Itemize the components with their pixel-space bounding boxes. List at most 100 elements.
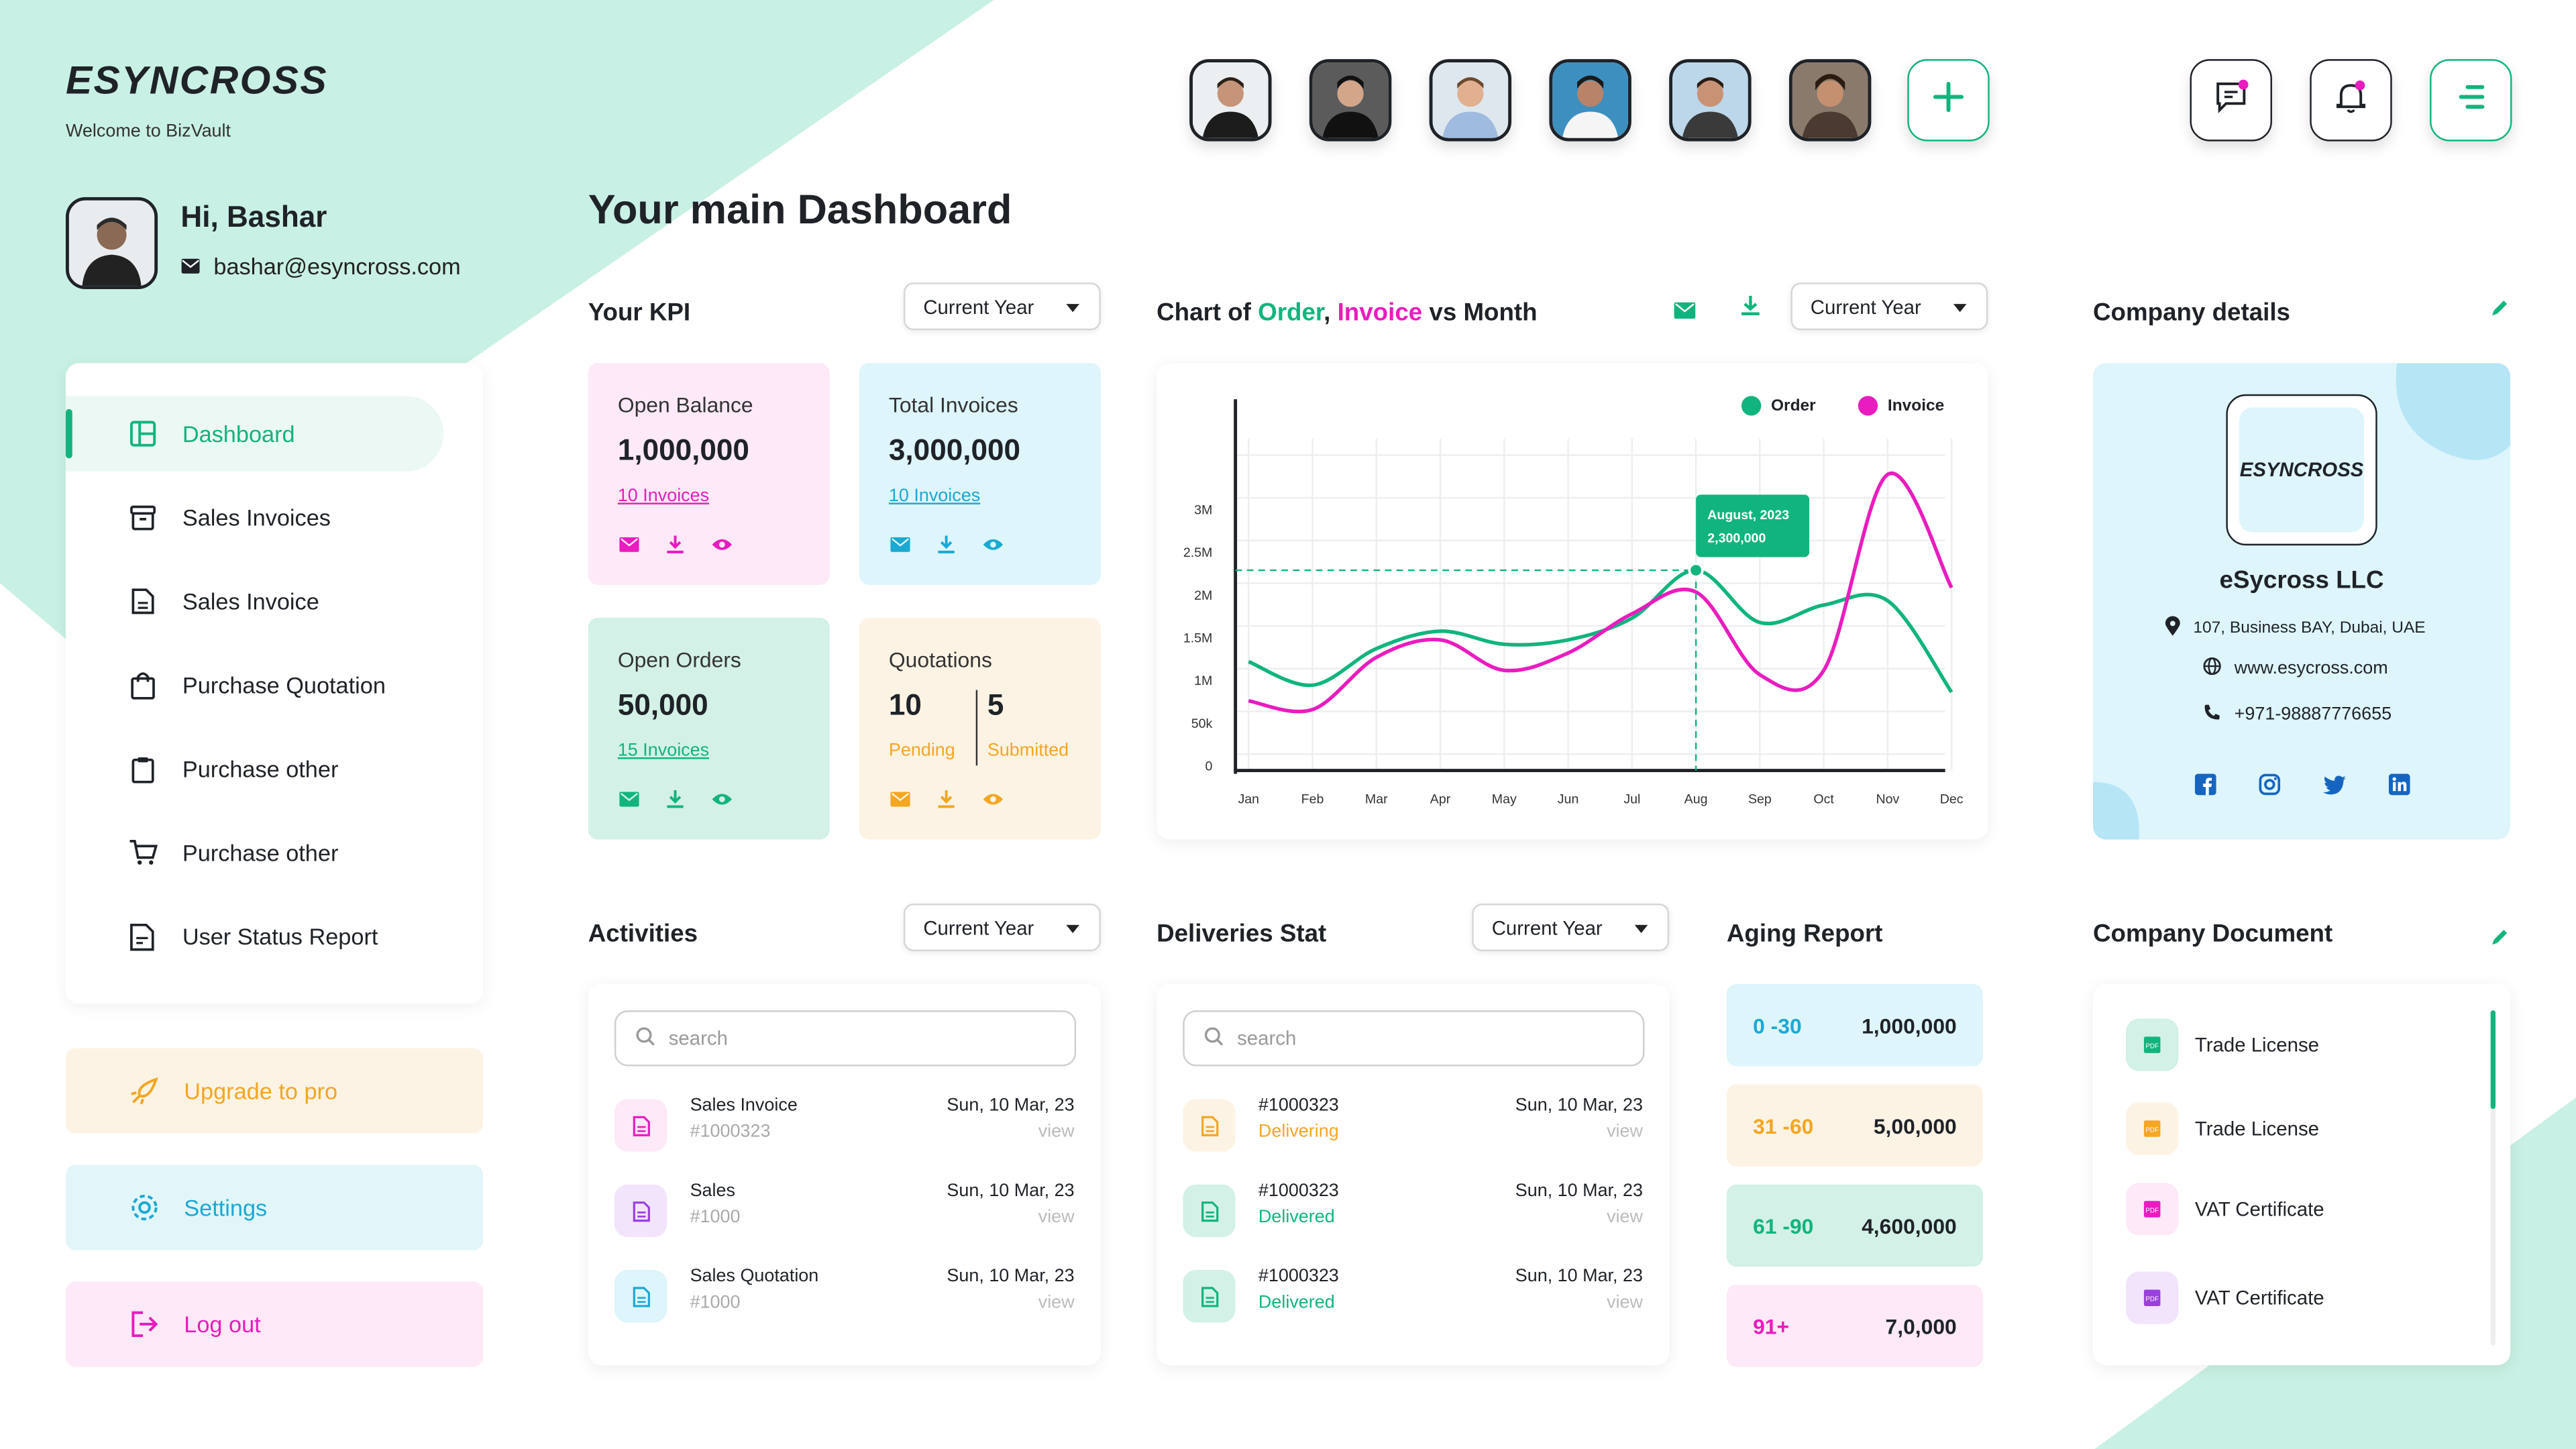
company-website-row[interactable]: www.esycross.com [2203,657,2388,680]
team-avatar[interactable] [1309,59,1392,142]
activities-search-input[interactable]: search [614,1010,1077,1067]
aging-row[interactable]: 0 -30 1,000,000 [1726,983,1983,1067]
social-links [2194,773,2410,803]
facebook-icon[interactable] [2194,773,2216,803]
view-link[interactable]: view [1607,1208,1643,1228]
deliveries-search-input[interactable]: search [1183,1010,1645,1067]
view-link[interactable]: view [1607,1122,1643,1142]
caret-down-icon [1066,924,1079,934]
view-link[interactable]: view [1038,1208,1075,1228]
mail-icon[interactable] [618,534,641,553]
deliveries-title: Deliveries Stat [1157,920,1327,949]
pdf-icon: PDF [2126,1183,2179,1236]
sidebar-item-purchase-other-2[interactable]: Purchase other [66,815,483,891]
download-icon[interactable] [934,789,957,808]
kpi-label: Open Balance [617,392,753,418]
team-avatar[interactable] [1429,59,1512,142]
rocket-icon [128,1075,161,1108]
aging-row[interactable]: 91+ 7,0,000 [1726,1285,1983,1367]
svg-text:PDF: PDF [2145,1296,2159,1303]
list-item[interactable]: Sales Quotation #1000 Sun, 10 Mar, 23 vi… [614,1263,1075,1329]
logout-button[interactable]: Log out [65,1281,484,1367]
mail-icon[interactable] [889,534,912,553]
eye-icon[interactable] [981,789,1004,808]
eye-icon[interactable] [710,789,733,808]
view-link[interactable]: view [1038,1122,1075,1142]
user-greeting: Hi, Bashar [180,200,327,233]
edit-icon[interactable] [2491,925,2509,955]
company-name: eSycross LLC [2219,566,2384,595]
sidebar-item-sales-invoices[interactable]: Sales Invoices [66,480,483,555]
search-placeholder: search [1237,1026,1297,1050]
legend-label: Order [1771,396,1816,415]
team-avatar[interactable] [1788,59,1872,142]
delivery-date: Sun, 10 Mar, 23 [1515,1095,1643,1116]
chart-title-prefix: Chart of [1157,299,1258,327]
aging-row[interactable]: 61 -90 4,600,000 [1726,1184,1983,1267]
legend-marker [1741,396,1762,416]
menu-icon [2455,81,2487,119]
y-tick-label: 50k [1191,716,1213,731]
company-phone: +971-98887776655 [2234,704,2392,725]
view-link[interactable]: view [1038,1293,1075,1313]
download-icon[interactable] [663,789,686,808]
sidebar-item-dashboard[interactable]: Dashboard [65,396,444,472]
sidebar-item-purchase-quotation[interactable]: Purchase Quotation [66,647,483,723]
download-icon[interactable] [1741,294,1760,323]
list-item[interactable]: Sales #1000 Sun, 10 Mar, 23 view [614,1178,1075,1244]
mail-icon[interactable] [889,789,912,808]
sidebar-item-purchase-other[interactable]: Purchase other [66,731,483,807]
kpi-filter-dropdown[interactable]: Current Year [903,282,1101,331]
kpi-invoices-link[interactable]: 10 Invoices [888,486,981,506]
document-item[interactable]: PDF Trade License [2126,1101,2319,1157]
view-link[interactable]: view [1607,1293,1643,1313]
sidebar-item-sales-invoice[interactable]: Sales Invoice [66,564,483,639]
team-avatar[interactable] [1669,59,1752,142]
team-avatar[interactable] [1549,59,1631,142]
deliveries-filter-dropdown[interactable]: Current Year [1472,903,1670,951]
messages-button[interactable] [2190,59,2272,142]
document-item[interactable]: PDF VAT Certificate [2126,1181,2324,1237]
sidebar-item-user-status-report[interactable]: User Status Report [66,899,483,975]
chart-filter-dropdown[interactable]: Current Year [1790,282,1988,331]
add-member-button[interactable] [1907,59,1990,142]
list-item[interactable]: #1000323 Delivered Sun, 10 Mar, 23 view [1183,1178,1643,1244]
list-item[interactable]: #1000323 Delivering Sun, 10 Mar, 23 view [1183,1093,1643,1159]
download-icon[interactable] [934,534,957,553]
documents-card: PDF Trade License PDF Trade License PDF … [2093,983,2511,1366]
x-tick-label: Jan [1238,792,1259,807]
user-avatar[interactable] [65,197,158,290]
aging-value: 1,000,000 [1862,1012,1957,1038]
list-item[interactable]: Sales Invoice #1000323 Sun, 10 Mar, 23 v… [614,1093,1075,1159]
document-item[interactable]: PDF Trade License [2126,1017,2319,1073]
download-icon[interactable] [663,534,686,553]
team-avatar[interactable] [1189,59,1272,142]
mail-icon[interactable] [1674,297,1696,327]
twitter-icon[interactable] [2322,773,2347,803]
document-item[interactable]: PDF VAT Certificate [2126,1270,2324,1326]
brand-logo[interactable]: ESYNCROSS [65,59,329,104]
kpi-card-quotations: Quotations 10 5 Pending Submitted [859,617,1101,840]
settings-button[interactable]: Settings [65,1165,484,1250]
mail-icon[interactable] [618,789,641,808]
linkedin-icon[interactable] [2388,773,2410,803]
kpi-invoices-link[interactable]: 10 Invoices [617,486,710,506]
company-website: www.esycross.com [2234,659,2388,679]
activities-filter-dropdown[interactable]: Current Year [903,903,1101,951]
eye-icon[interactable] [981,534,1004,553]
aging-row[interactable]: 31 -60 5,00,000 [1726,1084,1983,1167]
scrollbar-track[interactable] [2490,1010,2496,1346]
notifications-button[interactable] [2310,59,2392,142]
pdf-icon: PDF [2126,1102,2179,1155]
edit-icon[interactable] [2491,296,2509,325]
kpi-invoices-link[interactable]: 15 Invoices [617,741,710,761]
kpi-card-total-invoices: Total Invoices 3,000,000 10 Invoices [859,363,1101,585]
upgrade-button[interactable]: Upgrade to pro [65,1048,484,1134]
card-decoration [2093,363,2511,840]
eye-icon[interactable] [710,534,733,553]
instagram-icon[interactable] [2259,773,2281,803]
menu-button[interactable] [2430,59,2512,142]
scrollbar-thumb[interactable] [2490,1010,2496,1110]
aging-title: Aging Report [1726,920,1883,949]
list-item[interactable]: #1000323 Delivered Sun, 10 Mar, 23 view [1183,1263,1643,1329]
